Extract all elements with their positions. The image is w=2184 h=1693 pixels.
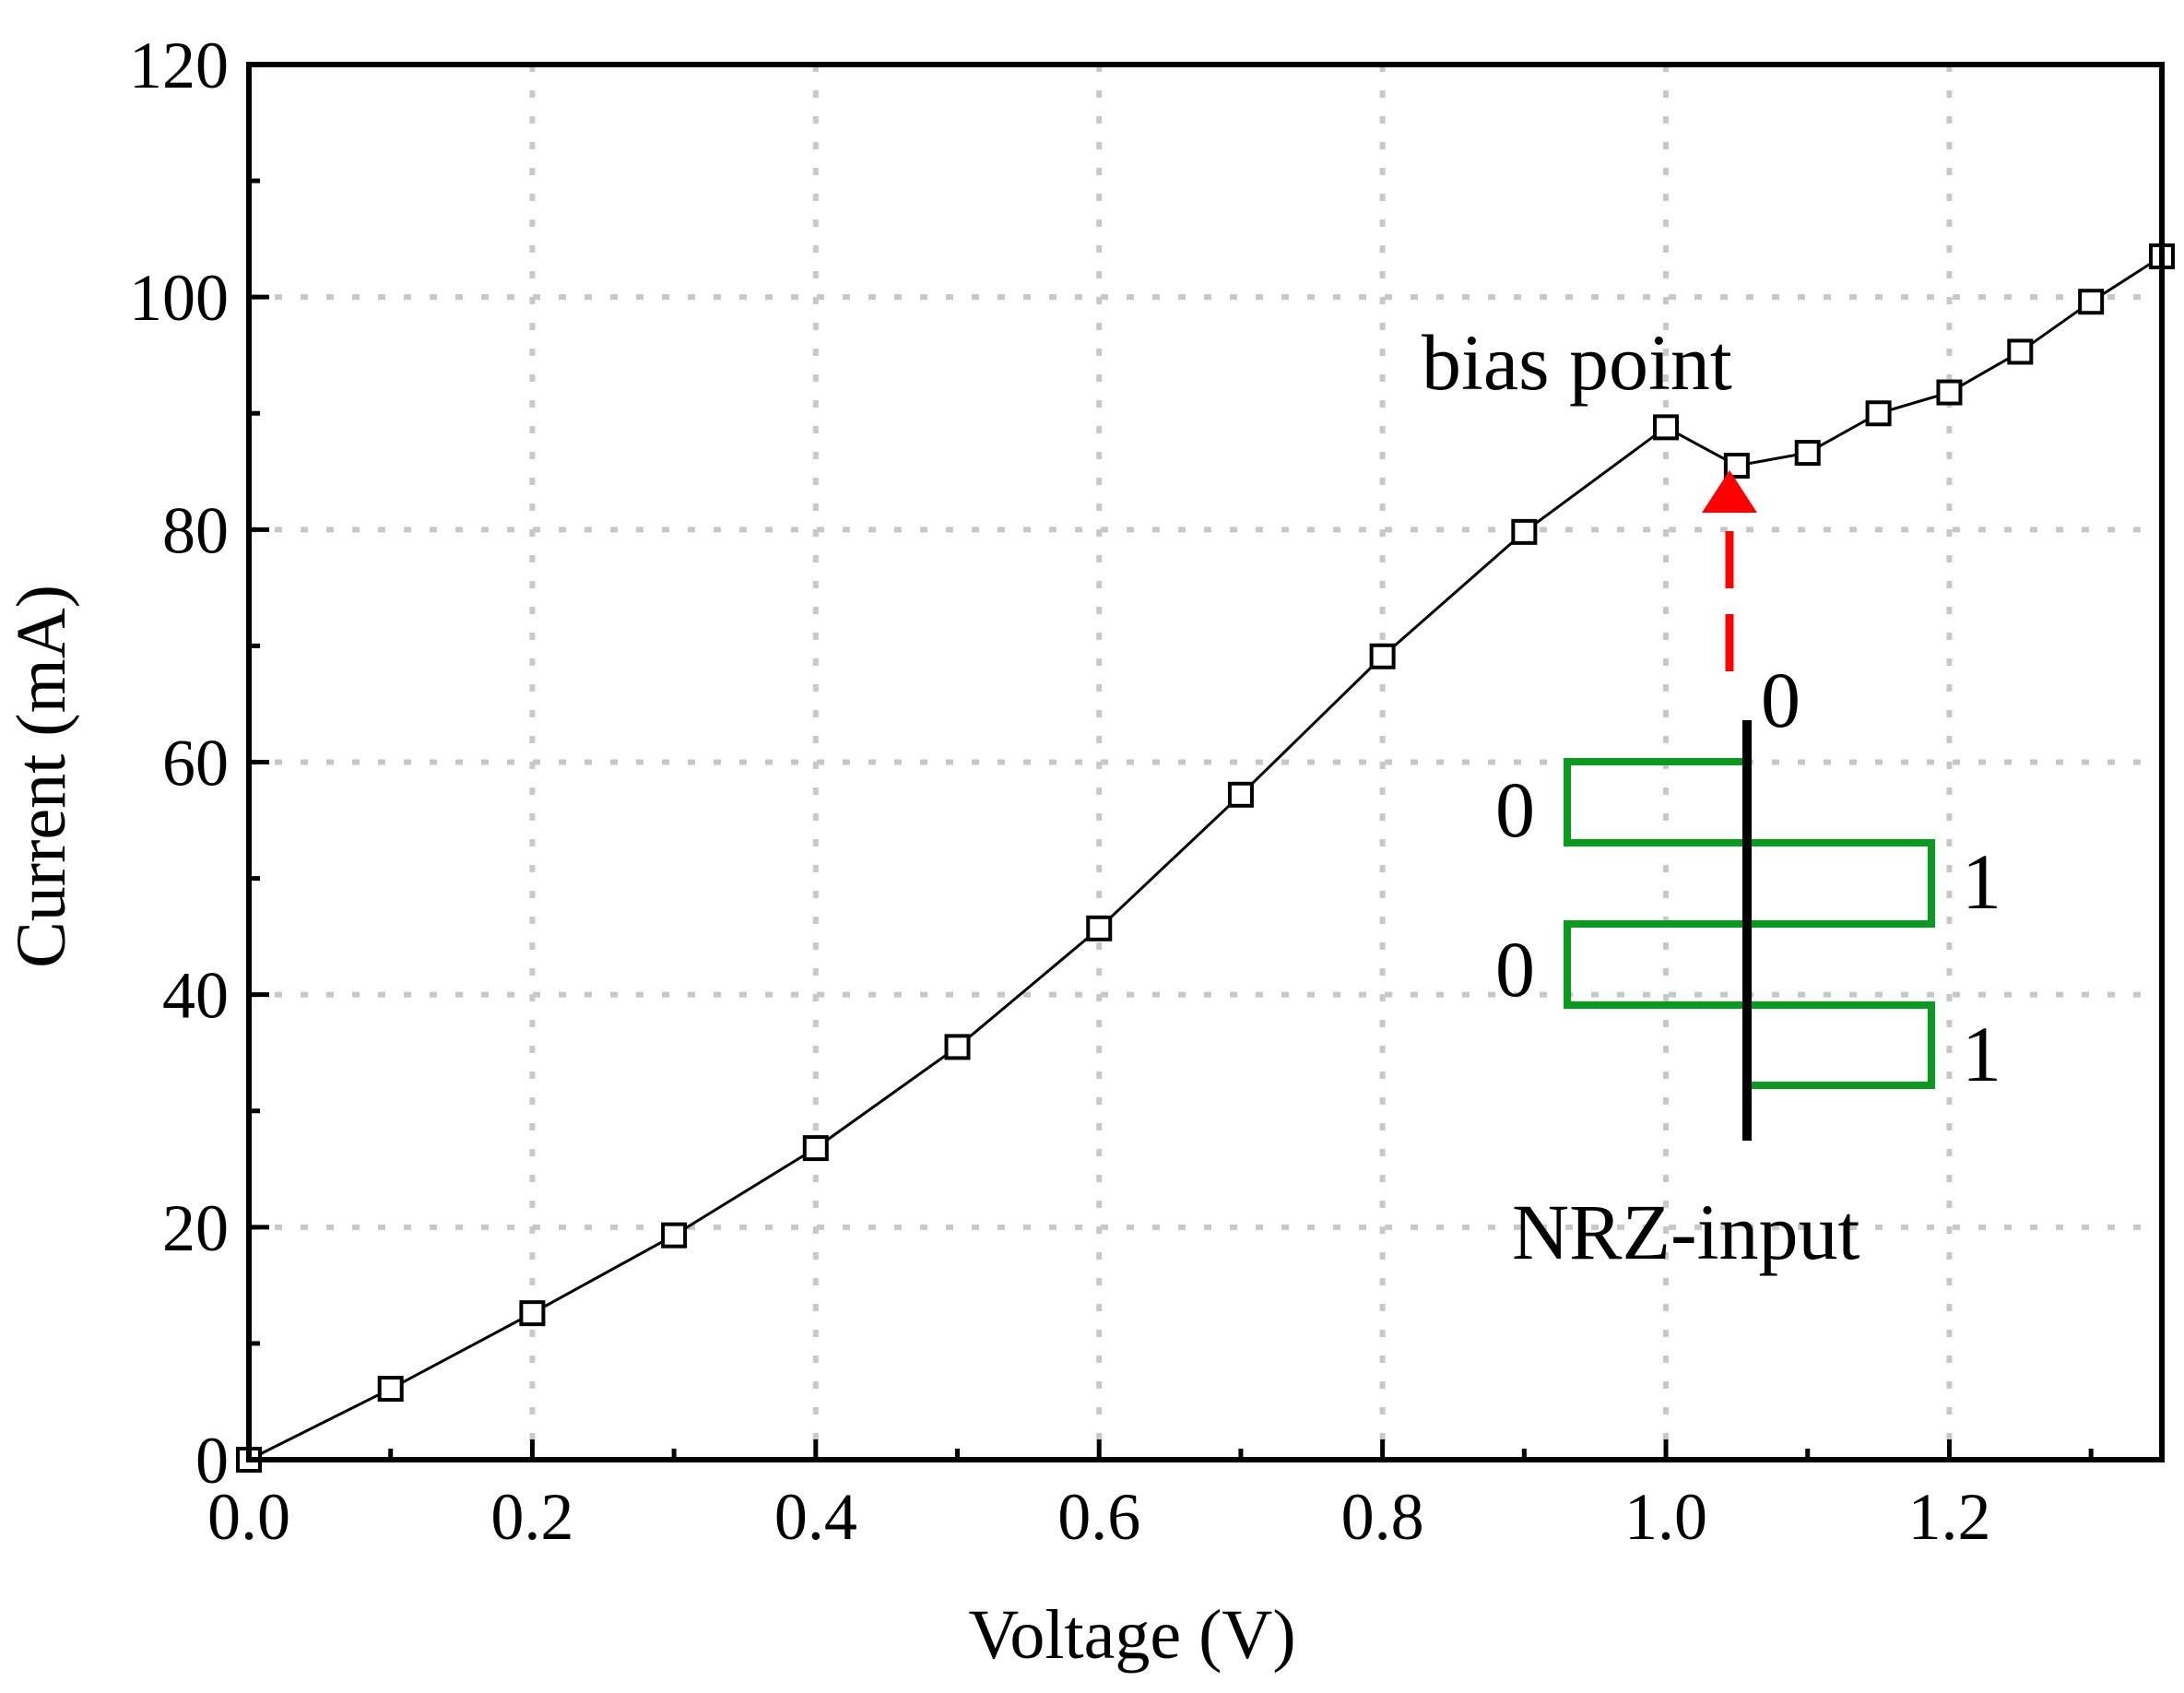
x-tick-label-4: 0.8 xyxy=(1341,1480,1424,1554)
nrz-bit-left-1: 0 xyxy=(1495,765,1535,854)
data-point-2 xyxy=(519,1300,546,1327)
x-tick-label-3: 0.6 xyxy=(1057,1480,1140,1554)
data-point-7 xyxy=(1227,781,1254,808)
axes xyxy=(246,62,2165,1462)
data-point-4 xyxy=(802,1135,829,1162)
series-layer xyxy=(236,243,2175,1473)
data-point-1 xyxy=(377,1376,404,1403)
y-tick-label-4: 80 xyxy=(162,493,229,567)
y-tick-label-3: 60 xyxy=(162,727,229,800)
y-tick-label-2: 40 xyxy=(162,959,229,1033)
nrz-input-label: NRZ-input xyxy=(1512,1188,1860,1276)
x-axis-title: Voltage (V) xyxy=(968,1596,1295,1674)
data-point-8 xyxy=(1369,643,1396,669)
data-point-3 xyxy=(661,1222,688,1249)
y-tick-label-5: 100 xyxy=(129,261,229,335)
nrz-bit-right-2: 1 xyxy=(1962,1010,2001,1098)
data-point-13 xyxy=(1865,400,1892,427)
y-tick-label-0: 0 xyxy=(195,1424,229,1498)
x-tick-label-6: 1.2 xyxy=(1907,1480,1990,1554)
bias-point-label: bias point xyxy=(1422,318,1732,407)
nrz-bit-top: 0 xyxy=(1761,656,1800,744)
y-axis-title: Current (mA) xyxy=(3,585,80,968)
bias-arrow-head xyxy=(1702,470,1757,513)
data-point-5 xyxy=(944,1034,971,1060)
x-tick-label-2: 0.4 xyxy=(774,1480,857,1554)
y-tick-label-1: 20 xyxy=(162,1191,229,1265)
x-tick-label-0: 0.0 xyxy=(207,1480,290,1554)
nrz-bit-left-2: 0 xyxy=(1495,925,1535,1013)
data-point-12 xyxy=(1794,440,1821,467)
x-tick-label-1: 0.2 xyxy=(490,1480,573,1554)
data-point-6 xyxy=(1086,915,1113,941)
nrz-bit-right-1: 1 xyxy=(1962,837,2001,926)
x-tick-label-5: 1.0 xyxy=(1624,1480,1707,1554)
data-point-15 xyxy=(2007,338,2034,365)
data-point-14 xyxy=(1936,379,1963,406)
grid-lines xyxy=(249,65,2162,1460)
tick-labels: 0.0 0.2 0.4 0.6 0.8 1.0 1.2 0 20 40 60 80 100 120 xyxy=(129,29,1990,1554)
series-line xyxy=(248,255,2163,1462)
y-tick-label-6: 120 xyxy=(129,29,229,102)
data-point-9 xyxy=(1511,518,1538,545)
data-point-10 xyxy=(1653,414,1680,441)
data-point-16 xyxy=(2078,289,2105,315)
annotations: bias point 0 0 0 1 1 NRZ-input xyxy=(1422,318,2001,1276)
